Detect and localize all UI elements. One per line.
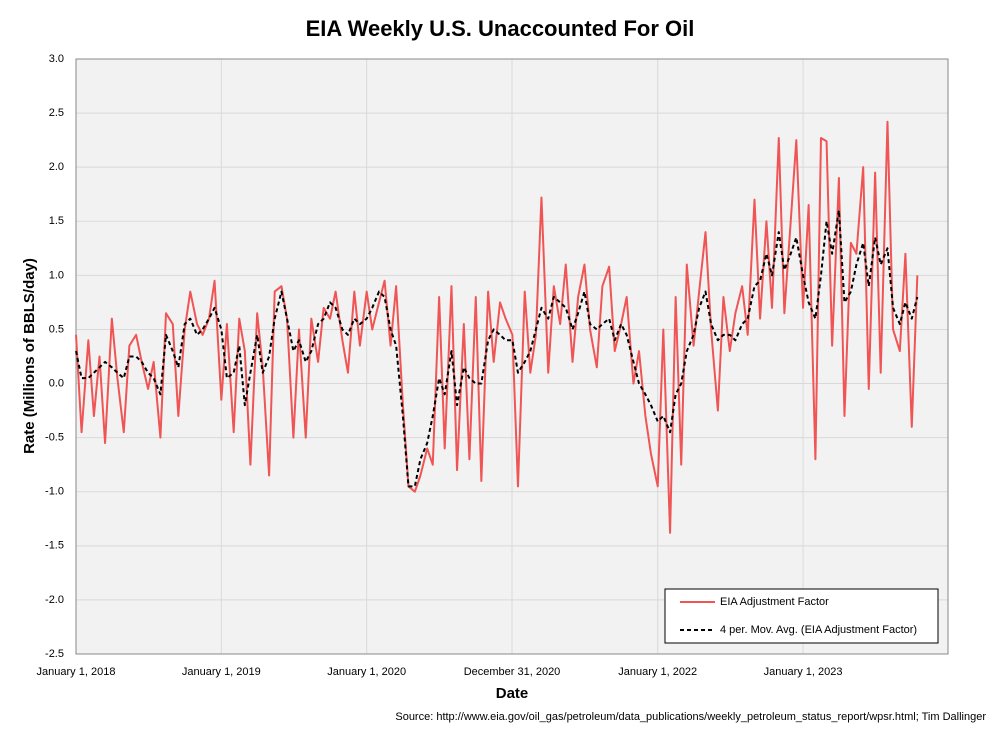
- x-tick-label: December 31, 2020: [464, 666, 561, 678]
- y-tick-label: 0.5: [49, 323, 64, 335]
- legend: EIA Adjustment Factor 4 per. Mov. Avg. (E…: [664, 588, 939, 644]
- y-tick-label: -1.5: [45, 540, 64, 552]
- series-line: [75, 209, 919, 488]
- chart-title: EIA Weekly U.S. Unaccounted For Oil: [306, 16, 695, 41]
- y-tick-label: -0.5: [45, 432, 64, 444]
- y-tick-label: 3.0: [49, 53, 64, 65]
- y-tick-label: 0.0: [49, 377, 64, 389]
- x-tick-label: January 1, 2023: [764, 666, 843, 678]
- legend-box: [664, 588, 939, 644]
- y-tick-label: 2.5: [49, 107, 64, 119]
- y-tick-label: -2.0: [45, 594, 64, 606]
- x-tick-label: January 1, 2022: [618, 666, 697, 678]
- y-axis-label: Rate (Millions of BBLS/day): [21, 258, 38, 454]
- x-axis-label: Date: [496, 685, 529, 702]
- y-tick-label: 2.0: [49, 161, 64, 173]
- y-tick-label: -1.0: [45, 486, 64, 498]
- x-tick-label: January 1, 2019: [182, 666, 261, 678]
- x-tick-label: January 1, 2018: [37, 666, 116, 678]
- x-tick-label: January 1, 2020: [327, 666, 406, 678]
- legend-label: EIA Adjustment Factor: [720, 596, 829, 608]
- y-tick-label: 1.5: [49, 215, 64, 227]
- y-tick-label: -2.5: [45, 648, 64, 660]
- source-note: Source: http://www.eia.gov/oil_gas/petro…: [395, 711, 986, 723]
- legend-label: 4 per. Mov. Avg. (EIA Adjustment Factor): [720, 624, 917, 636]
- plot-border: [75, 58, 949, 655]
- y-tick-label: 1.0: [49, 269, 64, 281]
